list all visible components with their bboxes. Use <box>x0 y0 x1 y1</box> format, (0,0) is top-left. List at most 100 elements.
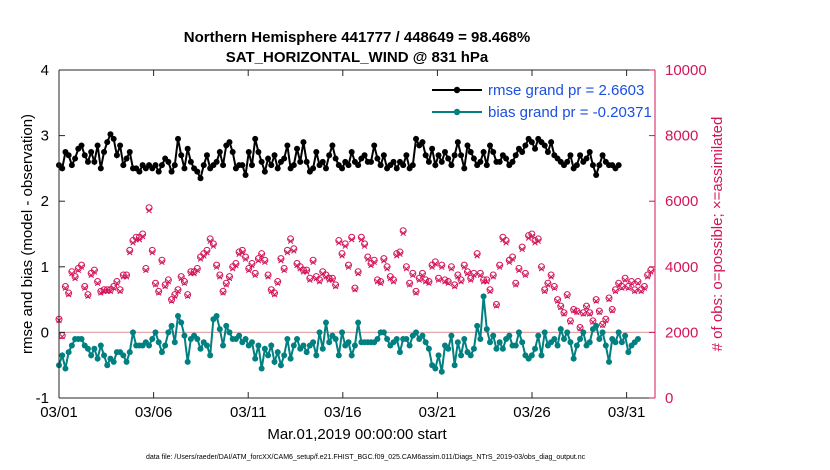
assimilated-obs-marker <box>551 285 558 291</box>
possible-obs-marker <box>232 260 240 268</box>
bias-marker <box>573 342 580 349</box>
bias-marker <box>126 349 133 356</box>
assimilated-obs-marker <box>377 280 384 287</box>
bias-marker <box>216 326 223 333</box>
rmse-marker <box>586 149 593 155</box>
rmse-marker <box>300 139 307 146</box>
assimilated-obs-marker <box>487 288 493 295</box>
bias-marker <box>355 319 362 326</box>
bias-marker <box>236 332 243 339</box>
assimilated-obs-marker <box>316 278 323 285</box>
assimilated-obs-marker <box>258 253 265 259</box>
rmse-marker <box>271 152 278 159</box>
assimilated-obs-marker <box>635 280 641 287</box>
rmse-marker <box>577 152 584 159</box>
assimilated-obs-marker <box>348 236 355 243</box>
possible-obs-marker <box>634 278 642 286</box>
bias-marker <box>477 335 484 342</box>
possible-obs-marker <box>116 286 124 294</box>
rmse-marker <box>541 142 548 149</box>
assimilated-obs-marker <box>262 259 268 266</box>
rmse-marker <box>68 162 75 169</box>
rmse-marker <box>290 162 297 169</box>
rmse-marker <box>422 152 429 159</box>
assimilated-obs-marker <box>532 240 538 246</box>
assimilated-obs-marker <box>194 267 201 274</box>
y-tick-label: 3 <box>41 128 49 145</box>
bias-marker <box>425 345 432 352</box>
rmse-marker <box>322 165 329 172</box>
rmse-marker <box>528 139 535 146</box>
x-tick-label: 03/26 <box>513 404 551 421</box>
rmse-marker <box>268 162 275 169</box>
possible-obs-marker <box>174 286 182 294</box>
possible-obs-marker <box>412 287 420 295</box>
assimilated-obs-marker <box>81 285 88 291</box>
bias-marker <box>248 339 255 346</box>
possible-obs-marker <box>123 271 131 279</box>
rmse-marker <box>454 139 461 146</box>
bias-marker <box>261 345 268 352</box>
assimilated-obs-marker <box>172 293 178 299</box>
possible-obs-marker <box>518 243 526 251</box>
bias-marker <box>194 335 201 342</box>
bias-marker <box>612 339 619 346</box>
assimilated-obs-marker <box>143 267 149 274</box>
possible-obs-marker <box>258 250 266 258</box>
bias-marker <box>384 335 391 342</box>
bias-marker <box>554 342 561 349</box>
bias-marker <box>499 345 506 352</box>
possible-obs-marker <box>473 250 481 258</box>
possible-obs-marker <box>316 276 324 284</box>
possible-obs-marker <box>644 271 652 279</box>
assimilated-obs-marker <box>474 253 480 259</box>
y-tick-label: 2 <box>41 193 49 210</box>
bias-marker <box>155 339 162 346</box>
assimilated-obs-marker <box>217 274 223 280</box>
possible-obs-marker <box>254 255 262 263</box>
legend-bias-label: bias grand pr = -0.20371 <box>488 104 652 121</box>
legend-rmse-label: rmse grand pr = 2.6603 <box>488 82 644 99</box>
bias-marker <box>158 349 165 356</box>
bias-marker <box>303 349 310 356</box>
assimilated-obs-marker <box>204 249 210 256</box>
bias-marker <box>265 352 272 359</box>
possible-obs-marker <box>68 268 76 276</box>
possible-obs-marker <box>409 269 417 277</box>
bias-marker <box>97 342 104 349</box>
possible-obs-marker <box>271 289 279 297</box>
rmse-marker <box>101 149 108 155</box>
possible-obs-marker <box>624 282 632 290</box>
possible-obs-marker <box>171 291 179 299</box>
possible-obs-marker <box>396 248 404 256</box>
possible-obs-marker <box>602 315 610 323</box>
assimilated-obs-marker <box>233 262 239 269</box>
assimilated-obs-marker <box>91 269 98 275</box>
rmse-marker <box>303 158 310 165</box>
assimilated-obs-marker <box>94 280 101 287</box>
rmse-marker <box>184 145 191 152</box>
possible-obs-marker <box>595 307 603 315</box>
rmse-marker <box>120 162 127 169</box>
bias-marker <box>78 335 85 342</box>
rmse-marker <box>573 162 580 169</box>
assimilated-obs-marker <box>464 270 471 277</box>
assimilated-obs-marker <box>85 293 91 299</box>
assimilated-obs-marker <box>426 280 432 287</box>
assimilated-obs-marker <box>442 278 448 285</box>
possible-obs-marker <box>158 256 166 264</box>
rmse-marker <box>368 158 375 165</box>
bias-marker <box>252 355 259 362</box>
bias-marker <box>181 332 188 339</box>
possible-obs-marker <box>71 273 79 281</box>
rmse-marker <box>261 168 268 175</box>
possible-obs-marker <box>328 274 336 282</box>
assimilated-obs-marker <box>291 248 297 254</box>
rmse-marker <box>544 149 551 155</box>
bias-marker <box>512 342 519 349</box>
possible-obs-marker <box>406 279 414 287</box>
possible-obs-marker <box>332 281 340 289</box>
rmse-marker <box>226 139 233 146</box>
bias-marker <box>634 335 641 342</box>
